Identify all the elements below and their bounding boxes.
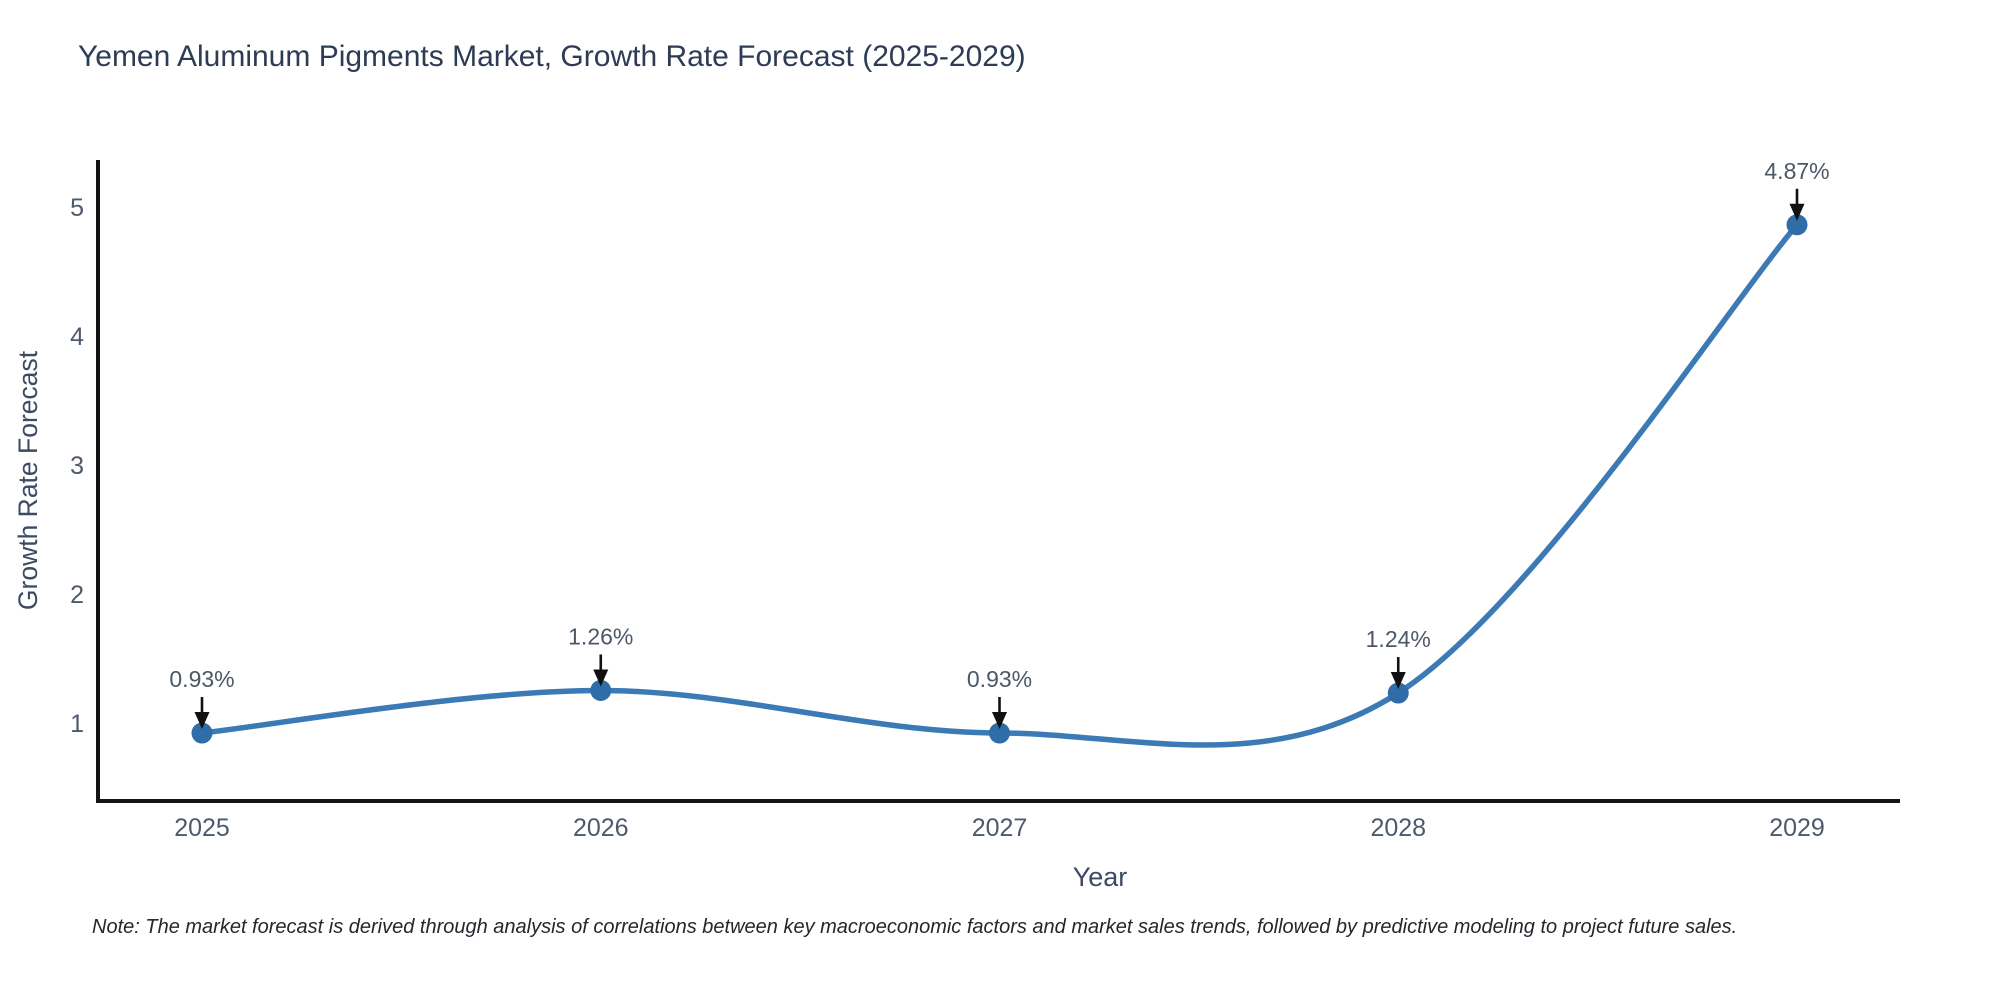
data-point-2028 — [1387, 682, 1409, 704]
x-tick-label-2026: 2026 — [573, 814, 629, 842]
footnote: Note: The market forecast is derived thr… — [92, 916, 1738, 938]
y-axis-title: Growth Rate Forecast — [13, 350, 43, 610]
x-tick-label-2025: 2025 — [174, 814, 230, 842]
annotation-arrowhead-2026 — [593, 669, 609, 687]
annotation-arrowhead-2028 — [1390, 672, 1406, 690]
data-point-2025 — [191, 722, 213, 744]
data-point-2026 — [590, 679, 612, 701]
y-tick-label-2: 2 — [70, 581, 84, 609]
x-axis-title: Year — [1073, 862, 1128, 892]
annotation-label-2025: 0.93% — [169, 666, 234, 692]
x-tick-label-2028: 2028 — [1370, 814, 1426, 842]
annotation-label-2029: 4.87% — [1764, 158, 1829, 184]
annotation-label-2026: 1.26% — [568, 623, 633, 649]
y-tick-label-5: 5 — [70, 194, 84, 222]
data-point-2027 — [989, 722, 1010, 744]
series-line-growth-rate-forecast — [199, 222, 1800, 748]
y-tick-label-1: 1 — [70, 710, 84, 738]
chart-title: Yemen Aluminum Pigments Market, Growth R… — [78, 40, 1026, 73]
y-tick-label-4: 4 — [70, 323, 84, 351]
x-tick-label-2029: 2029 — [1769, 814, 1825, 842]
annotation-label-2028: 1.24% — [1366, 626, 1431, 652]
annotation-arrowhead-2029 — [1789, 203, 1805, 221]
data-point-2029 — [1786, 214, 1808, 236]
y-tick-label-3: 3 — [70, 452, 84, 480]
annotation-arrowhead-2027 — [992, 712, 1007, 730]
annotation-label-2027: 0.93% — [967, 666, 1032, 692]
annotation-arrowhead-2025 — [194, 712, 210, 730]
x-tick-label-2027: 2027 — [972, 814, 1028, 842]
